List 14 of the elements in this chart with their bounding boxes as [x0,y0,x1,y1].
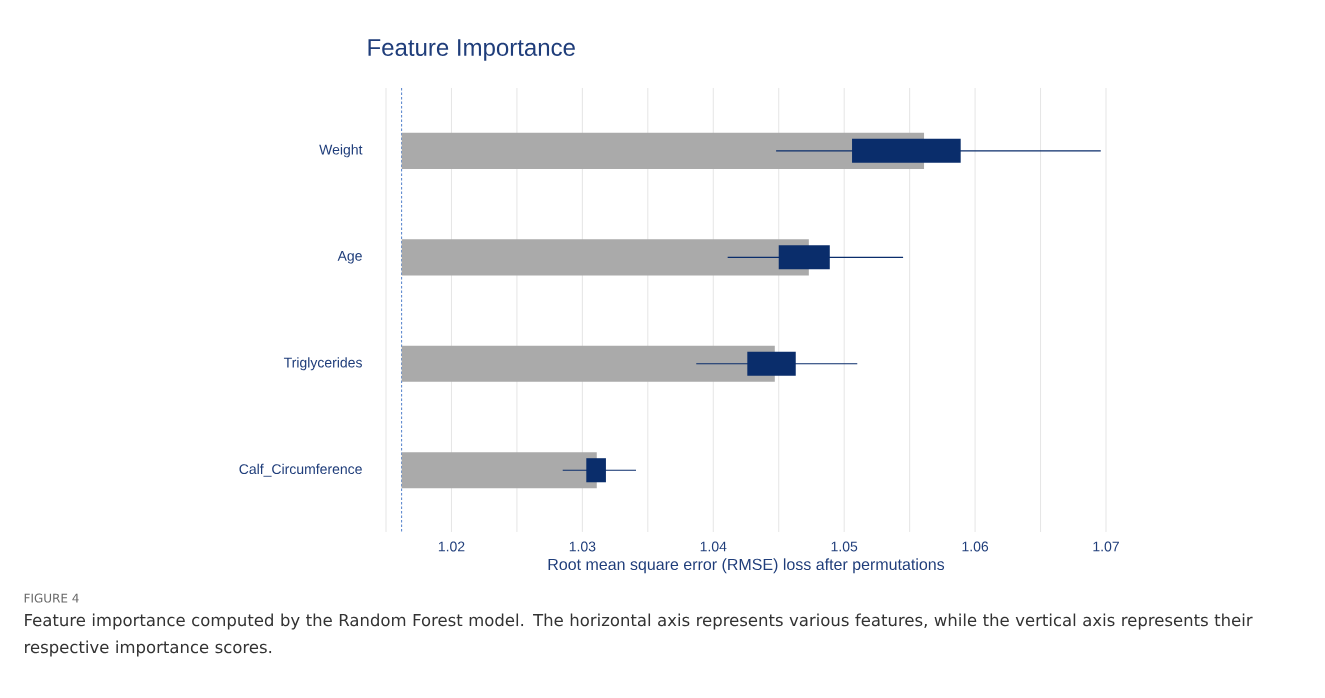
y-tick-label: Weight [319,144,363,158]
x-tick-label: 1.06 [962,541,989,552]
x-tick-label: 1.02 [438,541,465,552]
x-tick-label: 1.05 [831,541,858,552]
caption: FIGURE 4 [24,593,79,603]
y-tick-label: Calf_Circumference [239,463,362,477]
x-tick-label: 1.07 [1093,541,1119,552]
y-tick-label: Age [337,251,362,264]
text: Feature importance computed by the Random Forest model. The horizontal axis represents various features, while the vertical axis represents their respective importance scores. [25,613,1253,657]
y-tick-label: Triglycerides [283,357,362,371]
x-tick-label: 1.04 [700,541,727,552]
x-axis-title: Root mean square error (RMSE) loss after permutations [548,558,945,574]
chart-title: Feature Importance [368,39,575,61]
x-tick-label: 1.03 [569,541,596,552]
